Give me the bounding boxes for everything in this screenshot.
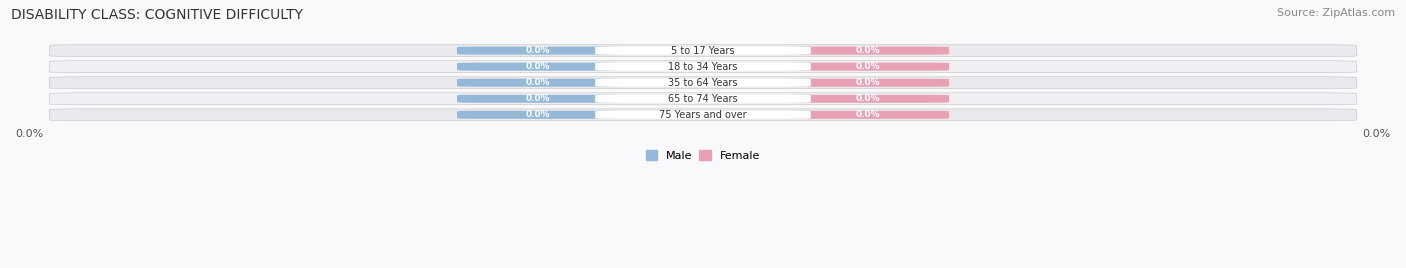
FancyBboxPatch shape [49,77,1357,89]
Legend: Male, Female: Male, Female [644,148,762,163]
Text: 0.0%: 0.0% [856,78,880,87]
FancyBboxPatch shape [49,61,1357,73]
Text: 0.0%: 0.0% [526,78,550,87]
FancyBboxPatch shape [49,45,1357,57]
FancyBboxPatch shape [49,93,1357,105]
Text: 0.0%: 0.0% [526,110,550,119]
Text: 35 to 64 Years: 35 to 64 Years [668,78,738,88]
Text: 0.0%: 0.0% [856,94,880,103]
Text: 0.0%: 0.0% [526,62,550,71]
FancyBboxPatch shape [787,95,949,103]
FancyBboxPatch shape [457,47,619,55]
FancyBboxPatch shape [787,79,949,87]
FancyBboxPatch shape [457,95,619,103]
FancyBboxPatch shape [595,95,811,103]
FancyBboxPatch shape [595,63,811,71]
Text: 0.0%: 0.0% [856,62,880,71]
Text: 0.0%: 0.0% [526,94,550,103]
Text: DISABILITY CLASS: COGNITIVE DIFFICULTY: DISABILITY CLASS: COGNITIVE DIFFICULTY [11,8,304,22]
Text: 18 to 34 Years: 18 to 34 Years [668,62,738,72]
Text: Source: ZipAtlas.com: Source: ZipAtlas.com [1277,8,1395,18]
FancyBboxPatch shape [49,109,1357,121]
Text: 0.0%: 0.0% [856,46,880,55]
Text: 65 to 74 Years: 65 to 74 Years [668,94,738,104]
FancyBboxPatch shape [457,63,619,71]
Text: 75 Years and over: 75 Years and over [659,110,747,120]
Text: 0.0%: 0.0% [526,46,550,55]
FancyBboxPatch shape [457,79,619,87]
FancyBboxPatch shape [595,79,811,87]
Text: 0.0%: 0.0% [856,110,880,119]
FancyBboxPatch shape [595,47,811,55]
FancyBboxPatch shape [787,63,949,71]
FancyBboxPatch shape [457,111,619,119]
FancyBboxPatch shape [595,111,811,119]
FancyBboxPatch shape [787,47,949,55]
FancyBboxPatch shape [787,111,949,119]
Text: 5 to 17 Years: 5 to 17 Years [671,46,735,56]
